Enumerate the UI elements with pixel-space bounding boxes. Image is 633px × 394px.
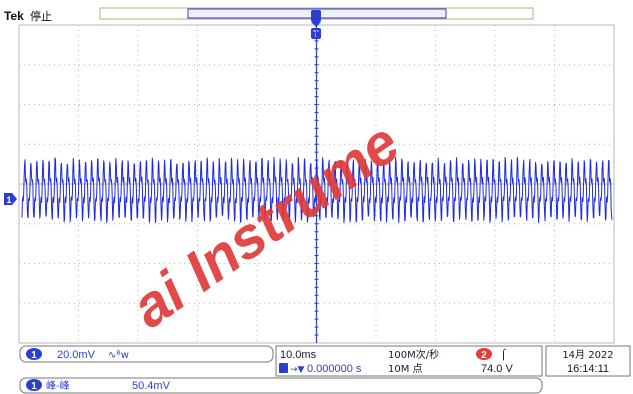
measurement-channel-badge: 1 [31,381,37,392]
horizontal-position-icon [279,363,288,373]
record-length: 10M 点 [388,363,423,375]
measurement-value: 50.4mV [132,380,171,392]
date-label: 14月 2022 [562,349,613,361]
trigger-slope-icon: ⌠ [501,348,506,361]
measurement-readout[interactable]: 1 峰-峰 50.4mV [19,377,543,394]
datetime-readout: 14月 2022 16:14:11 [545,345,631,377]
channel-1-readout[interactable]: 1 20.0mV ∿ᴮw [19,345,274,363]
watermark-text: ai Instrume [120,110,411,341]
time-label: 16:14:11 [567,363,609,375]
channel-1-waveform [21,156,613,224]
timebase-trigger-readout[interactable]: 10.0ms 100M次/秒 →▼ 0.000000 s 10M 点 2 ⌠ 7… [275,345,543,377]
measurement-name: 峰-峰 [46,380,70,392]
watermark: ai Instrume [120,110,411,341]
channel-scale: 20.0mV [57,349,96,361]
bandwidth-limit-icon: ∿ᴮw [108,350,129,361]
channel-1-ground-marker[interactable]: 1 [4,193,17,205]
sample-rate: 100M次/秒 [388,348,439,361]
trigger-source: 2 [481,350,487,361]
graticule [18,24,615,344]
svg-text:→▼: →▼ [290,365,305,375]
channel-marker-label: 1 [6,195,11,205]
brand-label: Tek [4,9,24,23]
horizontal-position: 0.000000 s [307,363,362,375]
trigger-level: 74.0 V [481,363,513,375]
channel-number-badge: 1 [31,350,37,361]
horizontal-scale: 10.0ms [280,349,317,361]
trigger-source-badge [476,348,492,360]
acquisition-status: 停止 [30,9,52,23]
